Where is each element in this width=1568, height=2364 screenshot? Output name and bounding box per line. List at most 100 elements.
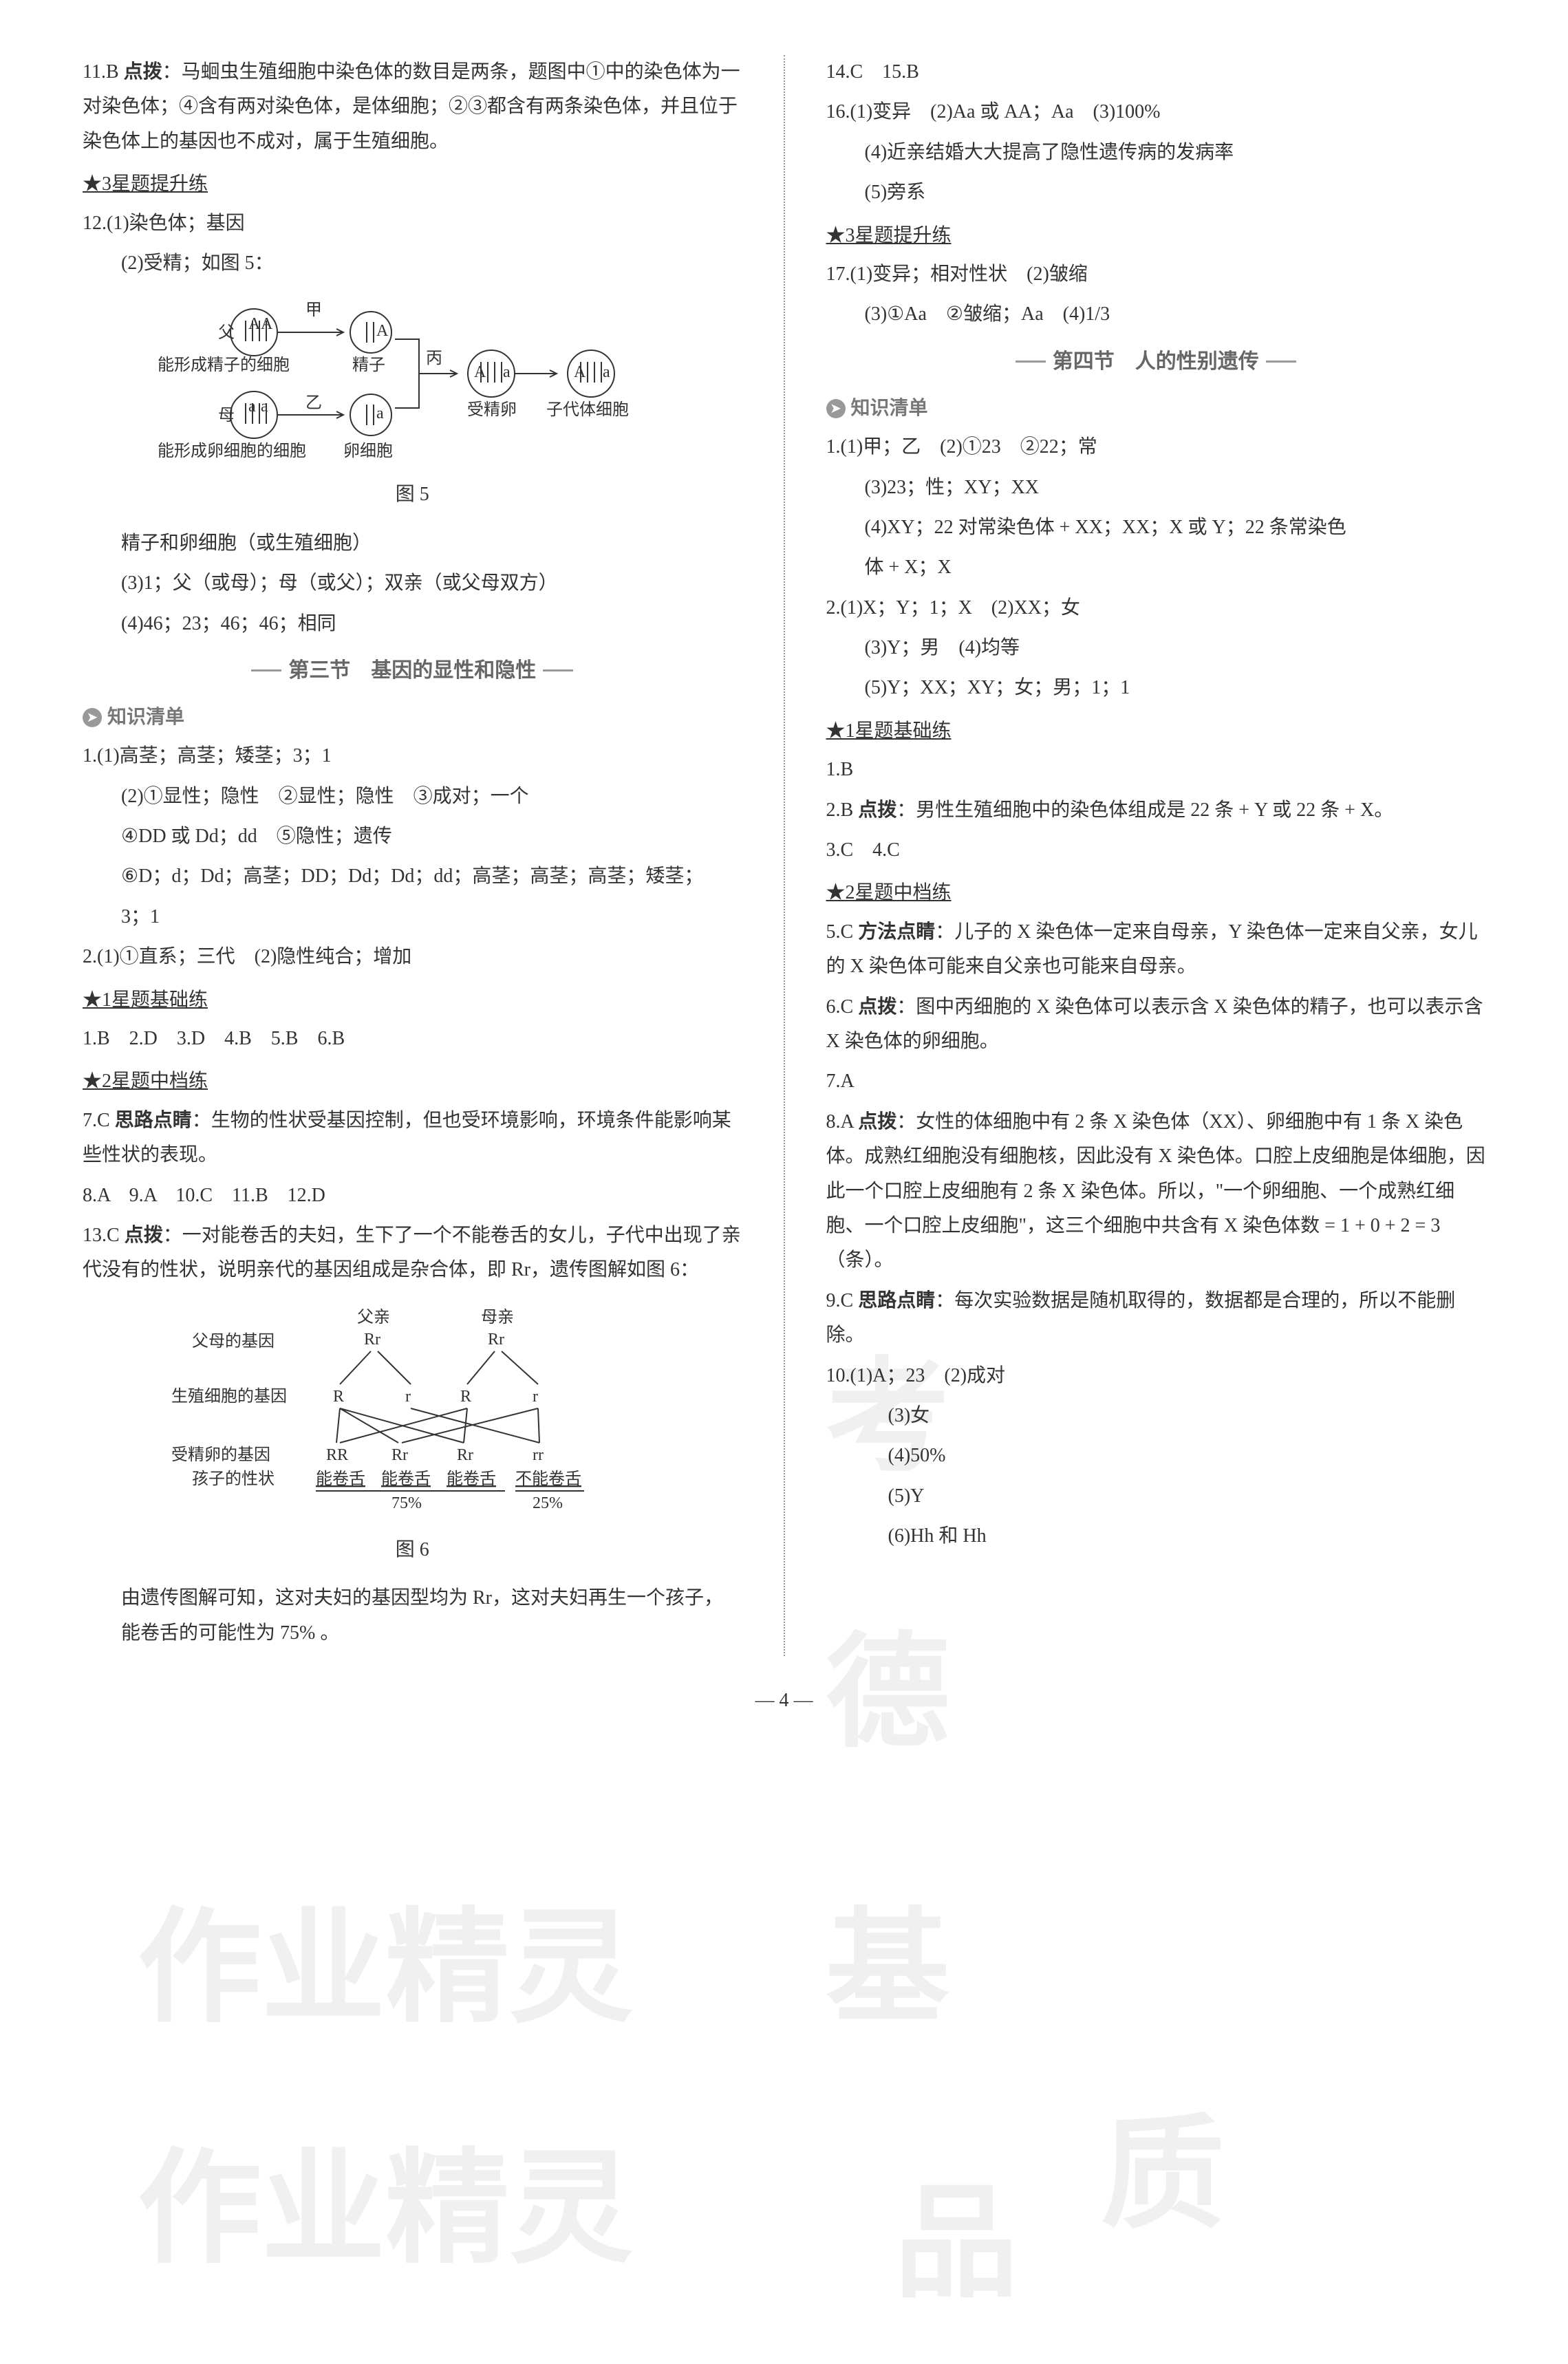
fig5-caption: 图 5 xyxy=(83,477,742,512)
answer-r8: 8.A 点拨：女性的体细胞中有 2 条 X 染色体（XX）、卵细胞中有 1 条 … xyxy=(826,1105,1486,1278)
fig6-row1: 父母的基因 xyxy=(192,1332,275,1351)
svg-text:Rr: Rr xyxy=(488,1331,504,1348)
fig5-offspring: 子代体细胞 xyxy=(546,400,629,419)
fig6-caption: 图 6 xyxy=(83,1533,742,1567)
fig6-row2: 生殖细胞的基因 xyxy=(171,1387,287,1406)
fig6-row3: 受精卵的基因 xyxy=(171,1446,270,1464)
fig6-father: 父亲 xyxy=(357,1308,390,1326)
two-column-layout: 11.B 点拨：马蛔虫生殖细胞中染色体的数目是两条，题图中①中的染色体为一对染色… xyxy=(83,55,1485,1656)
hint-label: 点拨 xyxy=(858,799,896,821)
hint-label: 点拨 xyxy=(858,996,896,1018)
rq10d: (5)Y xyxy=(826,1479,1486,1514)
arrow-icon: ➤ xyxy=(83,708,102,727)
k1c: ④DD 或 Dd；dd ⑤隐性；遗传 xyxy=(83,819,742,854)
answer-12-c1: 精子和卵细胞（或生殖细胞） xyxy=(83,526,742,561)
fig5-sperm-form: 能形成精子的细胞 xyxy=(158,356,290,374)
svg-text:Rr: Rr xyxy=(391,1446,408,1464)
right-column: 14.C 15.B 16.(1)变异 (2)Aa 或 AA；Aa (3)100%… xyxy=(826,55,1486,1656)
rq10e: (6)Hh 和 Hh xyxy=(826,1519,1486,1554)
svg-text:A: A xyxy=(574,363,586,381)
svg-text:75%: 75% xyxy=(391,1494,422,1512)
answer-12-1: 12.(1)染色体；基因 xyxy=(83,206,742,241)
hint-label: 方法点睛 xyxy=(858,921,935,943)
rk1a: 1.(1)甲；乙 (2)①23 ②22；常 xyxy=(826,430,1486,464)
answer-text: ：马蛔虫生殖细胞中染色体的数目是两条，题图中①中的染色体为一对染色体；④含有两对… xyxy=(83,61,740,152)
svg-text:25%: 25% xyxy=(533,1494,563,1512)
fig5-svg: AA 父 甲 A aa xyxy=(151,294,674,473)
svg-text:Rr: Rr xyxy=(364,1331,380,1348)
svg-text:能卷舌: 能卷舌 xyxy=(316,1470,365,1488)
rk2b: (3)Y；男 (4)均等 xyxy=(826,631,1486,665)
answer-16c: (5)旁系 xyxy=(826,175,1486,210)
fig6-row4: 孩子的性状 xyxy=(192,1470,275,1488)
answer-row-8-12: 8.A 9.A 10.C 11.B 12.D xyxy=(83,1179,742,1213)
answer-16a: 16.(1)变异 (2)Aa 或 AA；Aa (3)100% xyxy=(826,95,1486,129)
hint-label: 思路点睛 xyxy=(115,1110,192,1131)
hint-label: 思路点睛 xyxy=(858,1290,935,1311)
section-3-title: 第三节 基因的显性和隐性 xyxy=(288,652,536,689)
star-header-1r: ★1星题基础练 xyxy=(826,714,1486,749)
answer-16b: (4)近亲结婚大大提高了隐性遗传病的发病率 xyxy=(826,136,1486,170)
rq10a: 10.(1)A；23 (2)成对 xyxy=(826,1359,1486,1393)
star-header-1: ★1星题基础练 xyxy=(83,983,742,1018)
k1e: 3；1 xyxy=(83,900,742,934)
star-header-3: ★3星题提升练 xyxy=(83,167,742,202)
svg-text:r: r xyxy=(405,1388,411,1406)
svg-text:a: a xyxy=(603,363,610,381)
k1a: 1.(1)高茎；高茎；矮茎；3；1 xyxy=(83,739,742,773)
answer-num: 2.B xyxy=(826,799,854,821)
r34: 3.C 4.C xyxy=(826,833,1486,868)
k1d: ⑥D；d；Dd；高茎；DD；Dd；Dd；dd；高茎；高茎；高茎；矮茎； xyxy=(83,859,742,894)
rk1c: (4)XY；22 对常染色体 + XX；XX；X 或 Y；22 条常染色 xyxy=(826,511,1486,545)
svg-text:能卷舌: 能卷舌 xyxy=(447,1470,496,1488)
hint-label: 点拨 xyxy=(124,61,162,83)
section-4-header: 第四节 人的性别遗传 xyxy=(826,343,1486,380)
answer-num: 11.B xyxy=(83,61,119,83)
fig5-father-label: 父 xyxy=(218,324,235,342)
star-header-2: ★2星题中档练 xyxy=(83,1064,742,1099)
answer-text: ：一对能卷舌的夫妇，生下了一个不能卷舌的女儿，子代中出现了亲代没有的性状，说明亲… xyxy=(83,1225,741,1280)
hint-label: 点拨 xyxy=(125,1225,163,1246)
hint-label: 点拨 xyxy=(858,1111,896,1132)
fig5-egg-form: 能形成卵细胞的细胞 xyxy=(158,442,306,460)
rk1d: 体 + X；X xyxy=(826,550,1486,585)
answer-7: 7.C 思路点睛：生物的性状受基因控制，但也受环境影响，环境条件能影响某些性状的… xyxy=(83,1104,742,1173)
watermark: 品 xyxy=(894,2133,1018,2356)
svg-text:rr: rr xyxy=(533,1446,544,1464)
svg-text:a: a xyxy=(261,398,268,416)
knowledge-list-header-r: ➤ 知识清单 xyxy=(826,391,1486,426)
svg-text:r: r xyxy=(533,1388,538,1406)
section-4-title: 第四节 人的性别遗传 xyxy=(1053,343,1259,380)
column-divider xyxy=(784,55,785,1656)
svg-text:A: A xyxy=(474,363,486,381)
svg-text:能卷舌: 能卷舌 xyxy=(381,1470,431,1488)
answer-12-c2: (3)1；父（或母）；母（或父）；双亲（或父母双方） xyxy=(83,566,742,601)
answer-text: ：女性的体细胞中有 2 条 X 染色体（XX）、卵细胞中有 1 条 X 染色体。… xyxy=(826,1111,1485,1271)
answer-13-cont: 由遗传图解可知，这对夫妇的基因型均为 Rr，这对夫妇再生一个孩子，能卷舌的可能性… xyxy=(83,1581,742,1651)
answer-num: 13.C xyxy=(83,1225,120,1246)
fig5-sperm: 精子 xyxy=(352,356,385,374)
svg-text:Rr: Rr xyxy=(457,1446,473,1464)
answer-11: 11.B 点拨：马蛔虫生殖细胞中染色体的数目是两条，题图中①中的染色体为一对染色… xyxy=(83,55,742,159)
svg-text:RR: RR xyxy=(326,1446,348,1464)
answer-r5: 5.C 方法点睛：儿子的 X 染色体一定来自母亲，Y 染色体一定来自父亲，女儿的… xyxy=(826,915,1486,985)
star-header-3r: ★3星题提升练 xyxy=(826,219,1486,253)
answer-row-14-15: 14.C 15.B xyxy=(826,55,1486,89)
fig5-bing: 丙 xyxy=(426,350,442,367)
k2: 2.(1)①直系；三代 (2)隐性纯合；增加 xyxy=(83,940,742,974)
page-number: — 4 — xyxy=(83,1684,1485,1718)
svg-text:R: R xyxy=(333,1388,344,1406)
answer-r2: 2.B 点拨：男性生殖细胞中的染色体组成是 22 条 + Y 或 22 条 + … xyxy=(826,793,1486,828)
answer-text: ：男性生殖细胞中的染色体组成是 22 条 + Y 或 22 条 + X。 xyxy=(896,799,1393,821)
figure-5-diagram: AA 父 甲 A aa xyxy=(83,294,742,512)
arrow-icon: ➤ xyxy=(826,399,846,418)
fig5-jia: 甲 xyxy=(305,301,322,319)
rq10c: (4)50% xyxy=(826,1439,1486,1473)
answer-num: 8.A xyxy=(826,1111,854,1132)
fig6-svg: 父亲 母亲 父母的基因 Rr Rr 生殖细胞的基因 Rr Rr 受精卵的基因 R… xyxy=(151,1302,674,1529)
star-header-2r: ★2星题中档练 xyxy=(826,876,1486,910)
knowledge-label: 知识清单 xyxy=(107,700,184,735)
answer-12-2: (2)受精；如图 5： xyxy=(83,246,742,281)
answer-r9: 9.C 思路点睛：每次实验数据是随机取得的，数据都是合理的，所以不能删除。 xyxy=(826,1284,1486,1353)
watermark: 基 xyxy=(826,1858,949,2081)
